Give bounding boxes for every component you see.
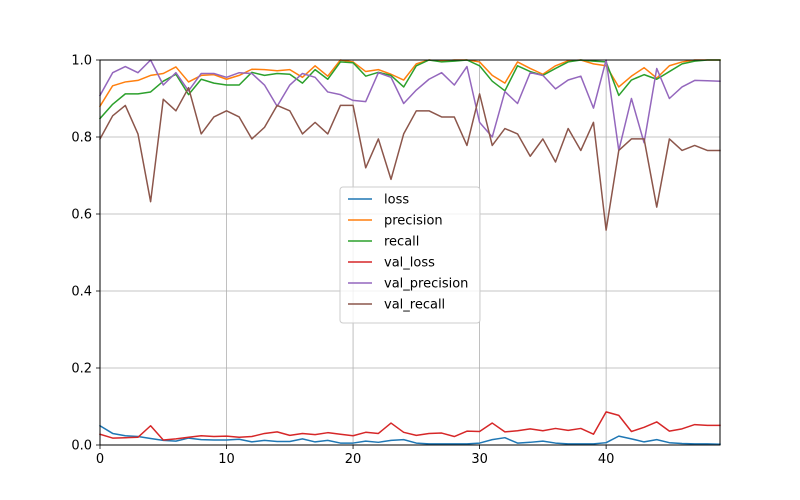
legend-label: val_recall xyxy=(384,298,445,313)
y-tick-label: 0.6 xyxy=(71,208,92,223)
series-line-recall xyxy=(98,59,721,120)
legend-label: val_precision xyxy=(384,277,468,292)
legend-label: val_loss xyxy=(384,256,435,271)
legend-label: loss xyxy=(384,193,409,208)
plot-frame xyxy=(99,59,721,446)
series-line-val-recall xyxy=(98,86,721,231)
y-tick-label: 0.0 xyxy=(71,439,92,454)
legend-label: precision xyxy=(384,214,443,229)
y-tick-label: 0.4 xyxy=(71,285,92,300)
y-tick-label: 1.0 xyxy=(71,54,92,69)
series-line-val-precision xyxy=(98,59,721,152)
x-tick-label: 40 xyxy=(598,452,615,467)
x-tick-label: 20 xyxy=(345,452,362,467)
series-line-val-loss xyxy=(99,411,721,441)
y-tick-label: 0.2 xyxy=(71,362,92,377)
x-tick-label: 30 xyxy=(471,452,488,467)
legend-label: recall xyxy=(384,235,419,250)
series-lines xyxy=(98,59,721,446)
legend: loss precision recall val_loss val_precision… xyxy=(339,186,481,324)
series-line-precision xyxy=(98,59,721,108)
x-tick-label: 10 xyxy=(218,452,235,467)
x-tick-label: 0 xyxy=(96,452,104,467)
y-tick-label: 0.8 xyxy=(71,131,92,146)
axis-ticks: 0 10 20 30 40 0.0 0.2 0.4 0.6 0.8 1.0 xyxy=(71,54,614,468)
legend-box xyxy=(339,186,481,324)
series-line-loss xyxy=(98,424,721,446)
